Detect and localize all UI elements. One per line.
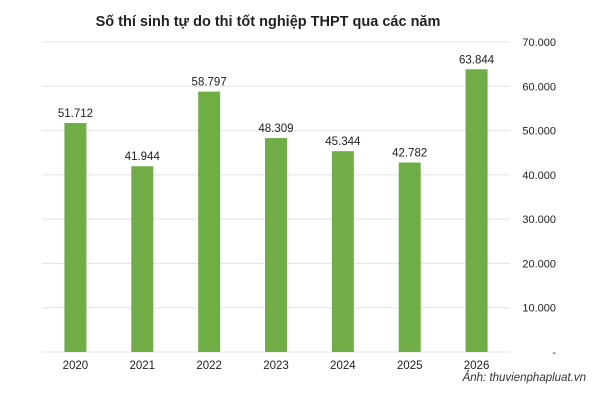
chart-title: Số thí sinh tự do thi tốt nghiệp THPT qu… xyxy=(96,14,441,30)
bar-2021 xyxy=(131,166,154,352)
y-axis-ticks: - 10.000 20.000 30.000 40.000 50.000 60.000 70.… xyxy=(522,37,556,359)
y-tick-label: 10.000 xyxy=(522,303,556,315)
data-label: 58.797 xyxy=(192,77,227,89)
x-tick-label: 2026 xyxy=(464,360,490,372)
data-label: 63.844 xyxy=(459,54,495,66)
data-label: 42.782 xyxy=(392,148,427,160)
y-tick-label: 60.000 xyxy=(522,81,556,93)
y-tick-label: - xyxy=(552,347,556,359)
bars xyxy=(64,69,488,353)
x-tick-label: 2023 xyxy=(263,360,289,372)
y-tick-label: 70.000 xyxy=(522,37,556,49)
bar-2026 xyxy=(465,69,488,353)
y-tick-label: 30.000 xyxy=(522,214,556,226)
x-tick-label: 2025 xyxy=(397,360,423,372)
bar-2023 xyxy=(265,138,287,352)
x-axis-ticks: 2020 2021 2022 2023 2024 2025 2026 xyxy=(63,360,490,372)
data-labels: 51.712 41.944 58.797 48.309 45.344 42.782 63.8… xyxy=(58,54,495,163)
data-label: 45.344 xyxy=(325,136,361,148)
data-label: 51.712 xyxy=(58,108,93,120)
bar-2020 xyxy=(64,122,87,352)
y-tick-label: 20.000 xyxy=(522,258,556,270)
x-tick-label: 2022 xyxy=(196,360,222,372)
data-label: 48.309 xyxy=(258,123,293,135)
image-credit: Ảnh: thuvienphapluat.vn xyxy=(462,372,586,384)
bar-2022 xyxy=(198,91,221,353)
y-tick-label: 40.000 xyxy=(522,170,556,182)
bar-2025 xyxy=(398,162,421,352)
bar-2024 xyxy=(331,151,354,352)
y-tick-label: 50.000 xyxy=(522,126,556,138)
x-tick-label: 2021 xyxy=(129,360,155,372)
data-label: 41.944 xyxy=(125,151,161,163)
x-tick-label: 2024 xyxy=(330,360,356,372)
x-tick-label: 2020 xyxy=(63,360,89,372)
